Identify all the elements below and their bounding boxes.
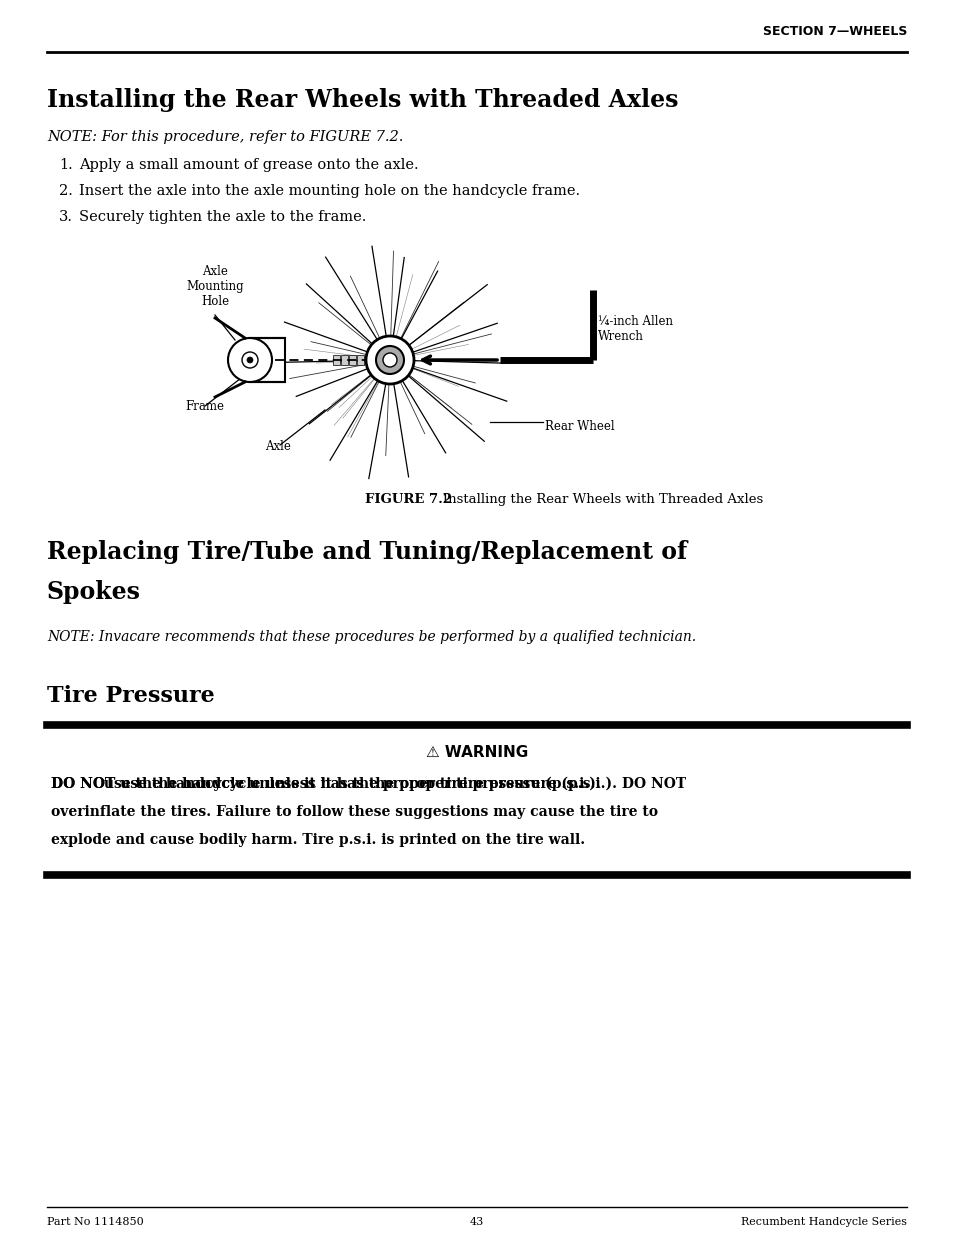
Circle shape [382, 353, 396, 367]
Text: Frame: Frame [185, 400, 224, 412]
Text: Rear Wheel: Rear Wheel [544, 420, 614, 433]
Text: 43: 43 [470, 1216, 483, 1228]
Text: Axle
Mounting
Hole: Axle Mounting Hole [186, 266, 244, 308]
Text: Part No 1114850: Part No 1114850 [47, 1216, 144, 1228]
Bar [356, 354, 364, 366]
Text: Recumbent Handcycle Series: Recumbent Handcycle Series [740, 1216, 906, 1228]
Text: 2.: 2. [59, 184, 72, 198]
Text: explode and cause bodily harm. Tire p.s.i. is printed on the tire wall.: explode and cause bodily harm. Tire p.s.… [51, 832, 584, 847]
Circle shape [242, 352, 257, 368]
Text: Apply a small amount of grease onto the axle.: Apply a small amount of grease onto the … [79, 158, 418, 172]
Circle shape [375, 346, 403, 374]
Text: Securely tighten the axle to the frame.: Securely tighten the axle to the frame. [79, 210, 366, 224]
Text: Replacing Tire/Tube and Tuning/Replacement of: Replacing Tire/Tube and Tuning/Replaceme… [47, 540, 686, 564]
Circle shape [228, 338, 272, 382]
Text: Tire Pressure: Tire Pressure [47, 685, 214, 706]
Text: ⚠ WARNING: ⚠ WARNING [425, 745, 528, 760]
Text: DO NOT: DO NOT [51, 777, 115, 790]
Text: DO NOT use the handcycle unless it has the proper tire pressure (p.s.i.). DO NOT: DO NOT use the handcycle unless it has t… [51, 777, 685, 792]
Text: Spokes: Spokes [47, 580, 141, 604]
Bar [333, 354, 339, 366]
Text: ¼-inch Allen
Wrench: ¼-inch Allen Wrench [598, 315, 672, 343]
Text: SECTION 7—WHEELS: SECTION 7—WHEELS [761, 25, 906, 38]
Bar [340, 354, 348, 366]
Text: NOTE: For this procedure, refer to FIGURE 7.2.: NOTE: For this procedure, refer to FIGUR… [47, 130, 403, 144]
Text: Insert the axle into the axle mounting hole on the handcycle frame.: Insert the axle into the axle mounting h… [79, 184, 579, 198]
Text: Installing the Rear Wheels with Threaded Axles: Installing the Rear Wheels with Threaded… [47, 88, 678, 112]
Bar [250, 338, 285, 382]
Text: overinflate the tires. Failure to follow these suggestions may cause the tire to: overinflate the tires. Failure to follow… [51, 805, 658, 819]
Circle shape [247, 357, 253, 363]
Text: NOTE: Invacare recommends that these procedures be performed by a qualified tech: NOTE: Invacare recommends that these pro… [47, 630, 696, 643]
Text: Axle: Axle [265, 440, 291, 453]
Circle shape [366, 336, 414, 384]
Text: Installing the Rear Wheels with Threaded Axles: Installing the Rear Wheels with Threaded… [430, 493, 762, 506]
Bar [349, 354, 355, 366]
Text: FIGURE 7.2: FIGURE 7.2 [365, 493, 452, 506]
Text: 1.: 1. [59, 158, 72, 172]
Text: 3.: 3. [59, 210, 73, 224]
Text: use the handcycle unless it has the proper tire pressure (p.s.i.).: use the handcycle unless it has the prop… [99, 777, 600, 792]
